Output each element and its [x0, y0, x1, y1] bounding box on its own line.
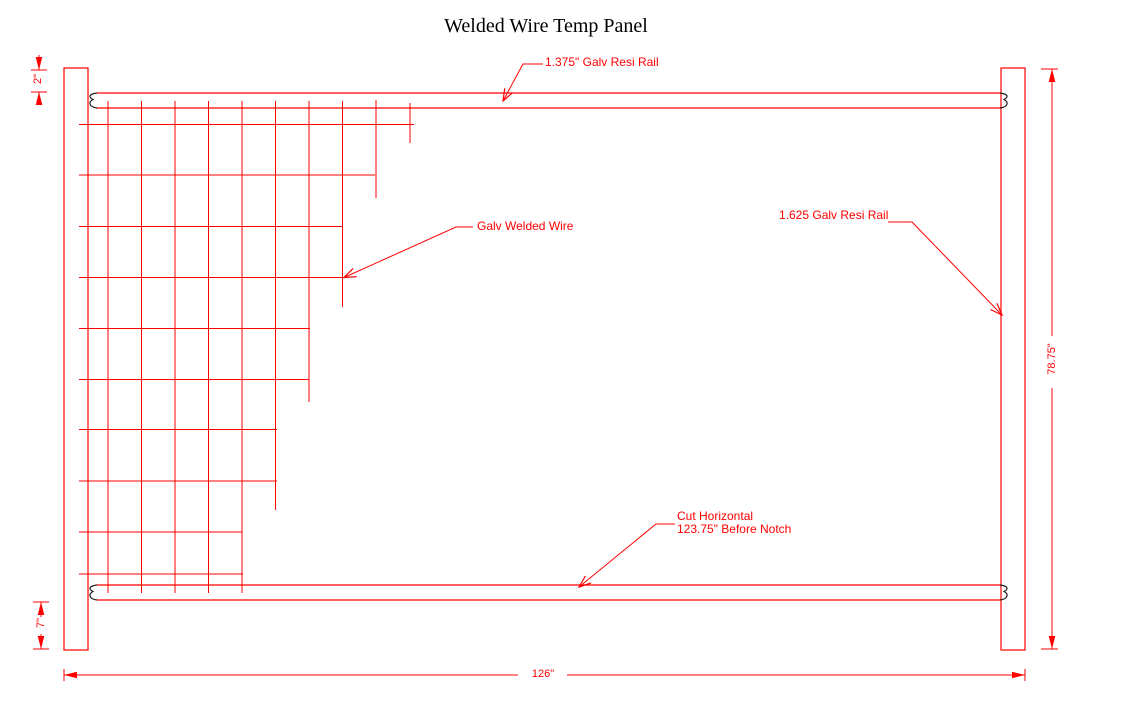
rail-end-notch: [89, 584, 98, 601]
cut-note-leader: [579, 523, 675, 587]
top-rail-leader: [503, 63, 543, 101]
right-rail-label: 1.625 Galv Resi Rail: [779, 208, 889, 222]
top-rail-label: 1.375" Galv Resi Rail: [545, 55, 659, 69]
post: [63, 67, 89, 651]
rail-end-notch: [999, 92, 1008, 109]
cut-note-line1: Cut Horizontal: [677, 509, 754, 523]
rail-end-notch: [89, 92, 98, 109]
drawing-title: Welded Wire Temp Panel: [444, 15, 648, 37]
right-rail-leader: [888, 221, 1002, 315]
welded-wire-leader: [344, 226, 473, 278]
cut-note-label: Cut Horizontal 123.75" Before Notch: [677, 510, 791, 536]
bottom-offset-dimension: 7": [35, 617, 47, 629]
welded-wire-label: Galv Welded Wire: [477, 219, 574, 233]
top-offset-dimension: 2": [32, 73, 44, 85]
post: [1000, 67, 1026, 651]
cut-note-line2: 123.75" Before Notch: [677, 522, 792, 536]
rail-end-notch: [999, 584, 1008, 601]
panel-width-dimension: 126": [531, 668, 555, 680]
panel-height-dimension: 78.75": [1046, 343, 1058, 375]
